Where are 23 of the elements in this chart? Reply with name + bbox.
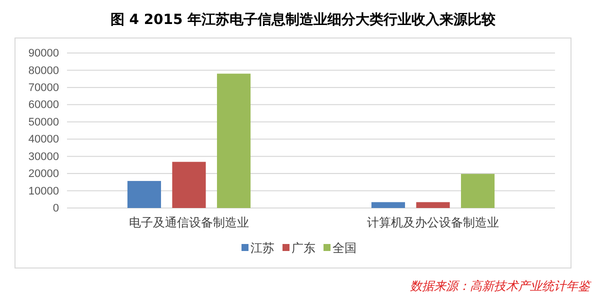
y-tick-label: 0 (52, 202, 59, 215)
bar (172, 162, 206, 208)
y-tick-label: 40000 (28, 134, 59, 146)
x-tick-label: 计算机及办公设备制造业 (367, 216, 499, 230)
y-tick-label: 20000 (28, 168, 59, 180)
legend-label: 江苏 (250, 241, 274, 255)
bar (127, 180, 162, 208)
chart-title: 图 4 2015 年江苏电子信息制造业细分大类行业收入来源比较 (110, 12, 497, 28)
y-tick-label: 70000 (28, 82, 59, 94)
bar (416, 202, 450, 208)
y-tick-label: 30000 (28, 150, 59, 163)
x-tick-label: 电子及通信设备制造业 (129, 216, 249, 230)
y-tick-label: 80000 (28, 64, 59, 77)
bar (371, 202, 406, 208)
legend-label: 广东 (292, 241, 316, 255)
y-tick-label: 90000 (28, 48, 59, 60)
y-tick-label: 60000 (28, 99, 59, 112)
bar (216, 74, 251, 208)
source-note: 数据来源：高新技术产业统计年鉴 (410, 279, 592, 293)
bar (460, 174, 495, 208)
y-tick-label: 50000 (28, 116, 59, 128)
y-tick-label: 10000 (28, 185, 59, 198)
legend-label: 全国 (332, 241, 356, 255)
